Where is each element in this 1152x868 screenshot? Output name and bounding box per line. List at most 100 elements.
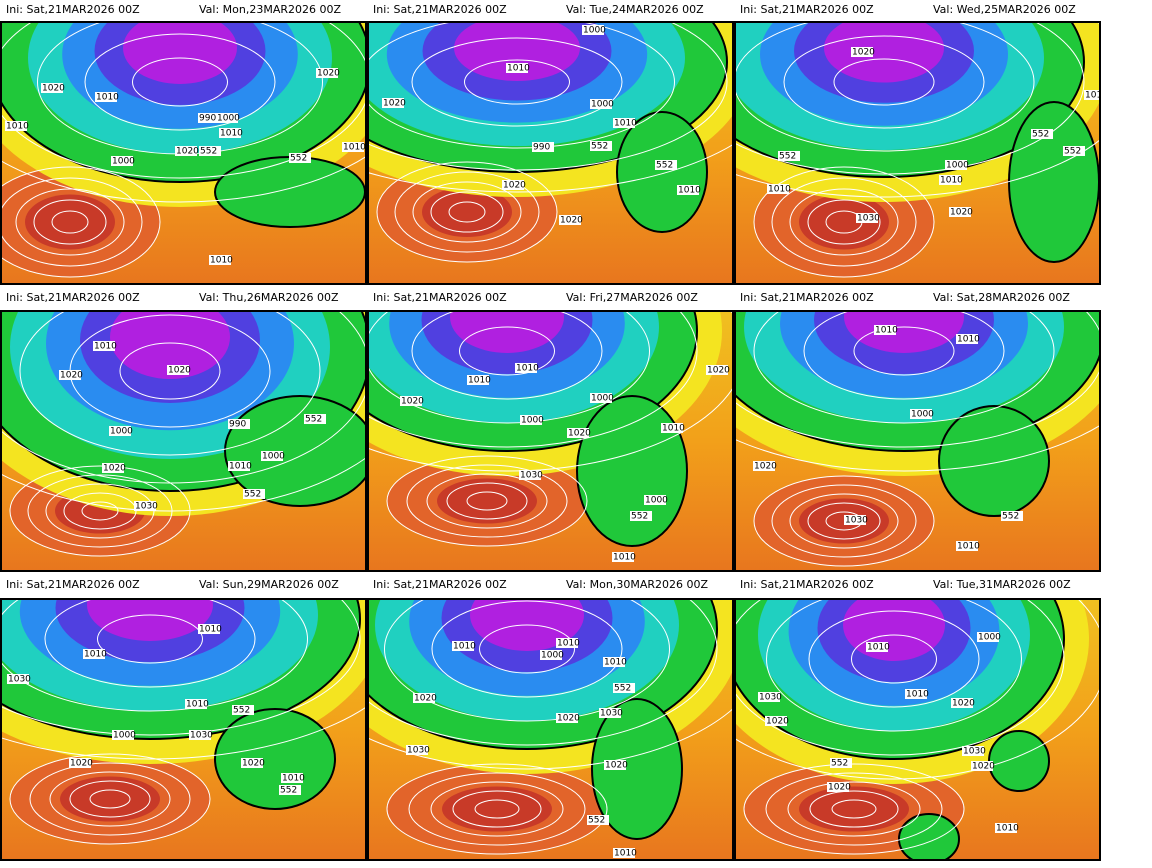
isobar	[448, 201, 486, 223]
contour-label: 1010	[516, 364, 539, 374]
label-box	[102, 463, 124, 473]
isobar	[474, 799, 520, 819]
label-box	[613, 118, 635, 128]
contour-label: 1030	[8, 675, 31, 685]
contour-label: 1010	[768, 185, 791, 195]
label-box	[198, 113, 220, 123]
contour-label: 1020	[972, 762, 995, 772]
label-box	[945, 160, 967, 170]
map-frame	[734, 21, 1101, 285]
contour-label: 1010	[1085, 91, 1108, 101]
label-box	[316, 68, 338, 78]
contour-label: 1010	[210, 256, 233, 266]
isobar	[479, 624, 575, 674]
map-panel: 1010 1020 1020 990 1000 1000 1010 552 1020 552 103…	[0, 311, 366, 571]
label-box	[413, 693, 435, 703]
contour-label: 1000	[541, 651, 564, 661]
isobar	[119, 342, 221, 400]
label-box	[830, 758, 852, 768]
isobar	[367, 311, 650, 424]
label-box	[342, 142, 364, 152]
contour-label: 1010	[6, 122, 29, 132]
valid-time: Val: Sat,28MAR2026 00Z	[933, 291, 1070, 304]
label-box	[93, 341, 115, 351]
init-time: Ini: Sat,21MAR2026 00Z	[6, 3, 140, 16]
valid-time: Val: Tue,31MAR2026 00Z	[933, 578, 1071, 591]
contour-label: 552	[233, 706, 250, 716]
cold-region	[123, 22, 237, 84]
contour-label: 1010	[282, 774, 305, 784]
label-box	[281, 773, 303, 783]
contour-label: 1000	[521, 416, 544, 426]
isobar	[743, 763, 965, 855]
high-core	[60, 776, 160, 822]
cutoff-low	[988, 730, 1050, 792]
isobar	[406, 464, 568, 538]
map-panel: 1000 1010 1010 1030 1020 1020 552 1030 1020 1020 1…	[734, 599, 1100, 860]
contour-label: 1010	[867, 643, 890, 653]
contour-label: 1020	[168, 366, 191, 376]
isobar	[787, 781, 921, 837]
isobar	[394, 171, 540, 253]
label-box	[778, 151, 800, 161]
isobar	[783, 35, 985, 129]
contour-label: 990	[533, 143, 550, 153]
contour-label: 1030	[600, 709, 623, 719]
isobar	[9, 753, 211, 845]
label-box	[532, 142, 554, 152]
contour-label: 1000	[591, 100, 614, 110]
isobar	[386, 763, 608, 855]
isobar	[89, 789, 131, 809]
label-box	[199, 146, 221, 156]
contour-label: 1030	[845, 516, 868, 526]
contour-label: 1010	[186, 700, 209, 710]
isobar	[771, 484, 917, 558]
label-box	[767, 184, 789, 194]
contour-label: 552	[200, 147, 217, 157]
contour-label: 1030	[963, 747, 986, 757]
contour-label: 1020	[70, 759, 93, 769]
label-box	[910, 409, 932, 419]
isobar	[33, 199, 107, 245]
isobar	[831, 799, 877, 819]
isobar	[49, 771, 171, 827]
contour-label: 1010	[507, 64, 530, 74]
valid-time: Val: Sun,29MAR2026 00Z	[199, 578, 339, 591]
label-box	[590, 99, 612, 109]
contour-label: 1020	[560, 216, 583, 226]
label-box	[112, 730, 134, 740]
contour-label: 1000	[110, 427, 133, 437]
init-time: Ini: Sat,21MAR2026 00Z	[6, 291, 140, 304]
valid-time: Val: Wed,25MAR2026 00Z	[933, 3, 1076, 16]
isobar	[0, 155, 366, 203]
contour-label: 552	[280, 786, 297, 796]
isobar	[851, 634, 937, 684]
cutoff-low	[938, 405, 1050, 517]
contour-label: 1010	[96, 93, 119, 103]
isobar	[734, 22, 1085, 175]
map-frame	[734, 598, 1101, 861]
isobar	[367, 599, 718, 746]
label-box	[962, 746, 984, 756]
contour-label: 1020	[103, 464, 126, 474]
label-box	[866, 642, 888, 652]
label-box	[590, 141, 612, 151]
contour-label: 1020	[557, 714, 580, 724]
contour-label: 1020	[414, 694, 437, 704]
label-box	[7, 674, 29, 684]
label-box	[304, 414, 326, 424]
contour-label: 1020	[950, 208, 973, 218]
isobar	[412, 181, 522, 243]
label-box	[243, 489, 265, 499]
label-box	[228, 461, 250, 471]
isobar	[367, 143, 733, 193]
contour-label: 1010	[613, 553, 636, 563]
valid-time: Val: Tue,24MAR2026 00Z	[566, 3, 704, 16]
label-box	[540, 650, 562, 660]
label-box	[506, 63, 528, 73]
isobar	[808, 610, 980, 708]
map-frame	[734, 310, 1101, 572]
contour-label: 1030	[190, 731, 213, 741]
label-box	[209, 255, 231, 265]
